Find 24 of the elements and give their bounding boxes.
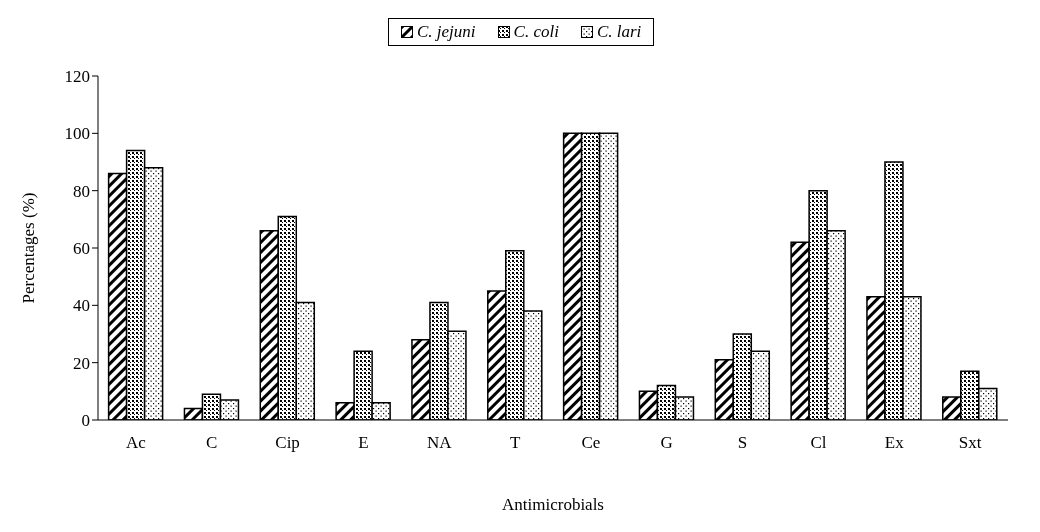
x-tick-label: Sxt [958,433,982,453]
legend-label: C. coli [512,22,559,42]
y-tick-label: 40 [73,296,90,316]
legend-label: C. jejuni [416,22,476,42]
x-tick-label: Cip [275,433,300,453]
x-tick-label: Ex [884,433,905,453]
y-tick-label: 20 [73,353,90,373]
x-axis-title: Antimicrobials [502,495,604,514]
x-tick-label: T [509,433,521,453]
y-tick-label: 80 [73,181,90,201]
y-tick-label: 0 [81,411,90,431]
x-tick-label: Ac [126,433,147,453]
x-tick-label: Ce [581,433,601,453]
x-tick-label: E [358,433,369,453]
x-tick-label: Cl [810,433,827,453]
x-tick-label: C [206,433,218,453]
y-tick-label: 120 [64,67,90,87]
y-tick-label: 100 [64,124,90,144]
y-axis-title: Percentages (%) [19,192,39,304]
y-tick-label: 60 [73,239,90,259]
legend-label: C. lari [595,22,642,42]
x-tick-label: S [737,433,748,453]
x-tick-label: NA [426,433,453,453]
x-tick-label: G [660,433,673,453]
